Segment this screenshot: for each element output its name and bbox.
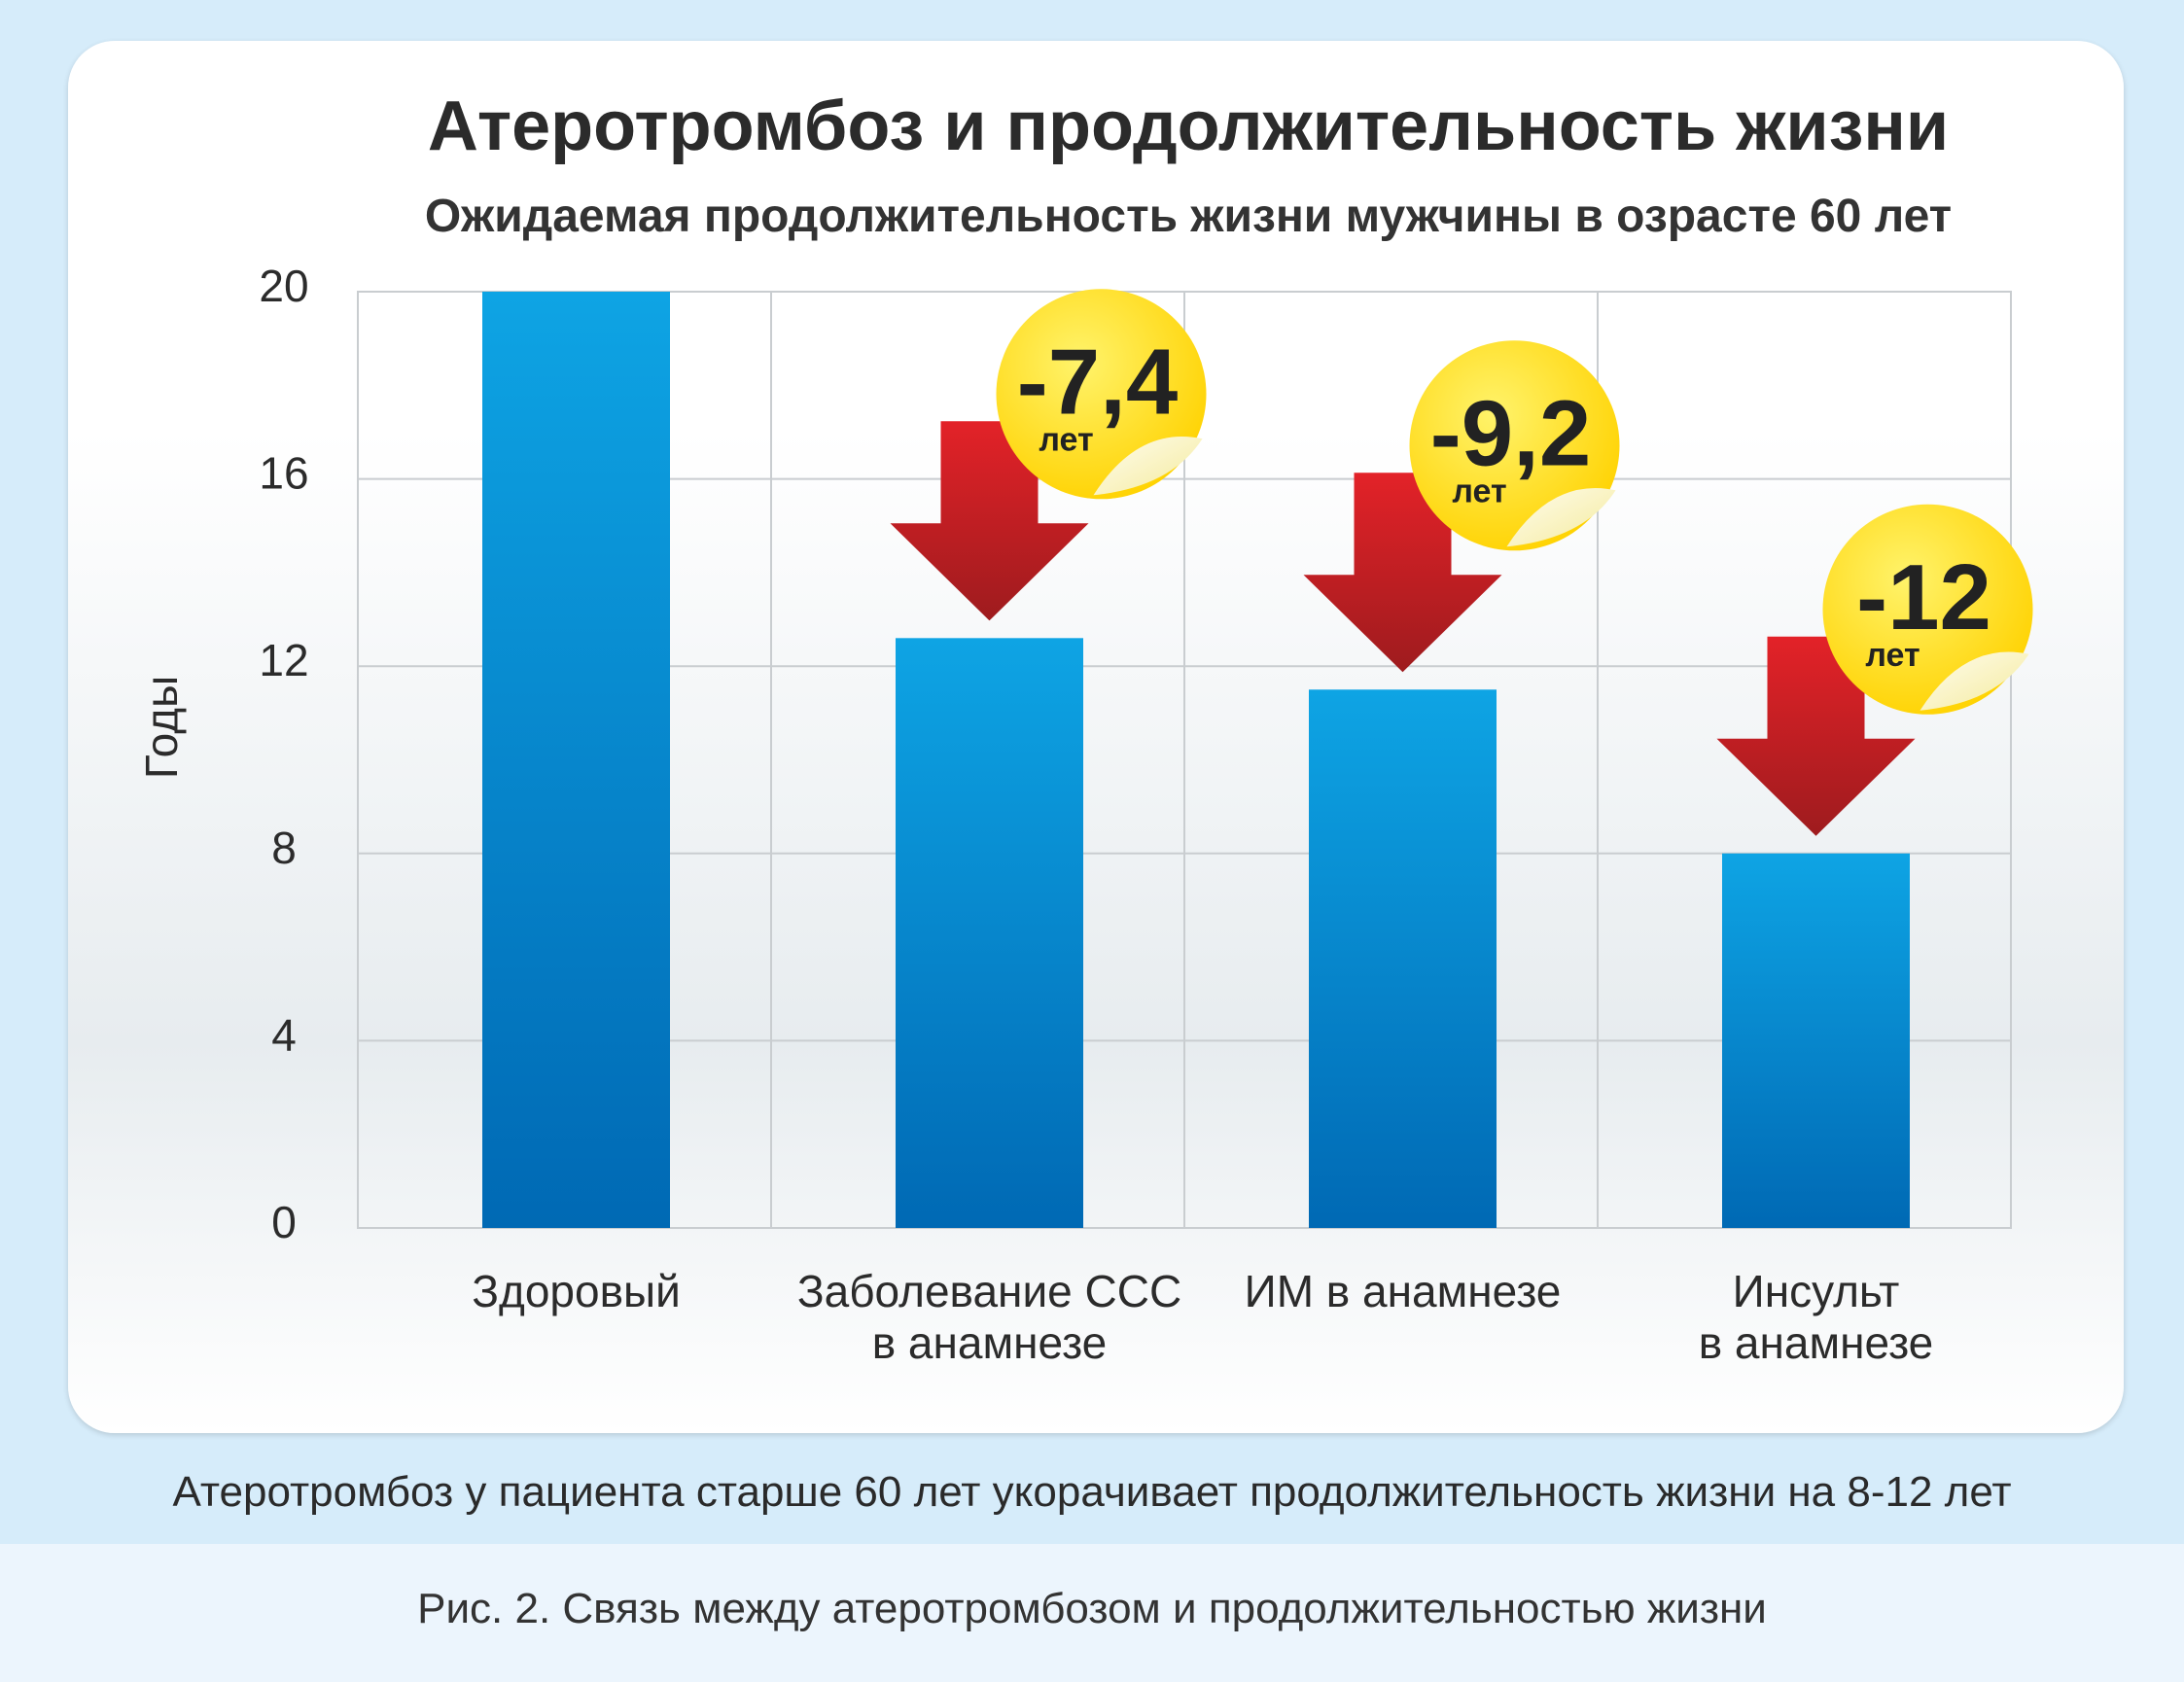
bar xyxy=(896,638,1083,1228)
x-tick-label: в анамнезе xyxy=(1699,1317,1934,1368)
arrow xyxy=(1303,473,1502,673)
caption-band xyxy=(0,1544,2184,1682)
badge-value: -12 xyxy=(1856,545,1991,649)
x-tick-label: Инсульт xyxy=(1733,1266,1900,1316)
badge-value: -7,4 xyxy=(1017,330,1178,434)
badge-curl xyxy=(1093,437,1203,496)
chart-note: Атеротромбоз у пациента старше 60 лет ук… xyxy=(172,1468,2012,1516)
x-tick-label: Заболевание ССС xyxy=(797,1266,1181,1316)
chart-title: Атеротромбоз и продолжительность жизни xyxy=(428,88,1949,165)
figure-caption: Рис. 2. Связь между атеротромбозом и про… xyxy=(417,1585,1767,1632)
x-tick-label: ИМ в анамнезе xyxy=(1245,1266,1562,1316)
bar xyxy=(482,292,670,1228)
y-tick-label: 8 xyxy=(271,823,297,873)
chart-subtitle: Ожидаемая продолжительность жизни мужчин… xyxy=(425,191,1952,242)
bars xyxy=(482,292,1910,1228)
badge-curl xyxy=(1920,651,2029,711)
y-axis-ticks: 0 4 8 12 16 20 xyxy=(259,261,308,1247)
bar-chart: Атеротромбоз и продолжительность жизни О… xyxy=(136,88,2033,1368)
badge-value: -9,2 xyxy=(1430,381,1591,485)
y-tick-label: 20 xyxy=(259,261,308,311)
x-tick-label: в анамнезе xyxy=(872,1317,1108,1368)
x-tick-label: Здоровый xyxy=(472,1266,681,1316)
badge-unit: лет xyxy=(1039,421,1093,458)
y-tick-label: 4 xyxy=(271,1009,297,1060)
y-axis-label: Годы xyxy=(136,676,187,779)
arrow xyxy=(890,421,1089,621)
y-tick-label: 0 xyxy=(271,1197,297,1247)
bar xyxy=(1722,853,1910,1228)
arrows xyxy=(890,421,1916,836)
y-tick-label: 12 xyxy=(259,635,308,685)
badge-unit: лет xyxy=(1452,473,1506,509)
badge-unit: лет xyxy=(1865,637,1920,674)
arrow xyxy=(1716,636,1916,836)
y-tick-label: 16 xyxy=(259,448,308,499)
badge-curl xyxy=(1506,487,1616,547)
bar xyxy=(1309,689,1497,1228)
